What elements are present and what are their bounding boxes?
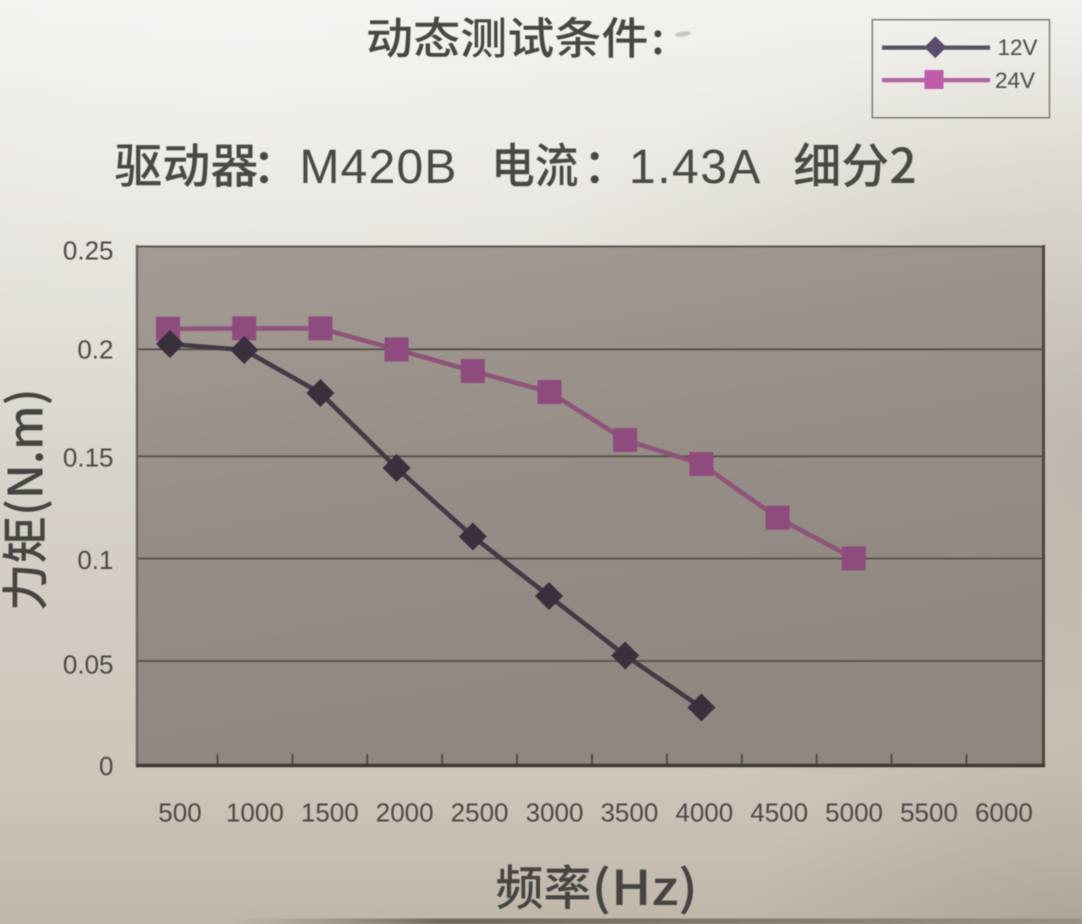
svg-text:2000: 2000 xyxy=(376,798,434,828)
svg-text:0.05: 0.05 xyxy=(63,650,114,680)
svg-text:0.2: 0.2 xyxy=(77,335,113,365)
svg-text:0: 0 xyxy=(99,751,113,781)
svg-text:0.25: 0.25 xyxy=(63,236,114,266)
svg-text:1500: 1500 xyxy=(301,798,359,828)
svg-text:24V: 24V xyxy=(995,68,1035,93)
svg-text:3500: 3500 xyxy=(600,798,658,828)
svg-text:5000: 5000 xyxy=(825,798,883,828)
svg-text:1000: 1000 xyxy=(226,798,284,828)
svg-text:4500: 4500 xyxy=(750,798,808,828)
svg-text:0.1: 0.1 xyxy=(77,545,113,575)
svg-text:4000: 4000 xyxy=(675,798,733,828)
svg-text:1.43A: 1.43A xyxy=(629,141,762,194)
svg-text:3000: 3000 xyxy=(526,798,584,828)
svg-text:M420B: M420B xyxy=(300,141,458,194)
svg-text:0.15: 0.15 xyxy=(63,443,114,473)
svg-text:5500: 5500 xyxy=(900,798,958,828)
svg-text:2500: 2500 xyxy=(451,798,509,828)
svg-text:500: 500 xyxy=(158,798,201,828)
svg-text:12V: 12V xyxy=(998,35,1038,60)
svg-text:6000: 6000 xyxy=(975,798,1033,828)
